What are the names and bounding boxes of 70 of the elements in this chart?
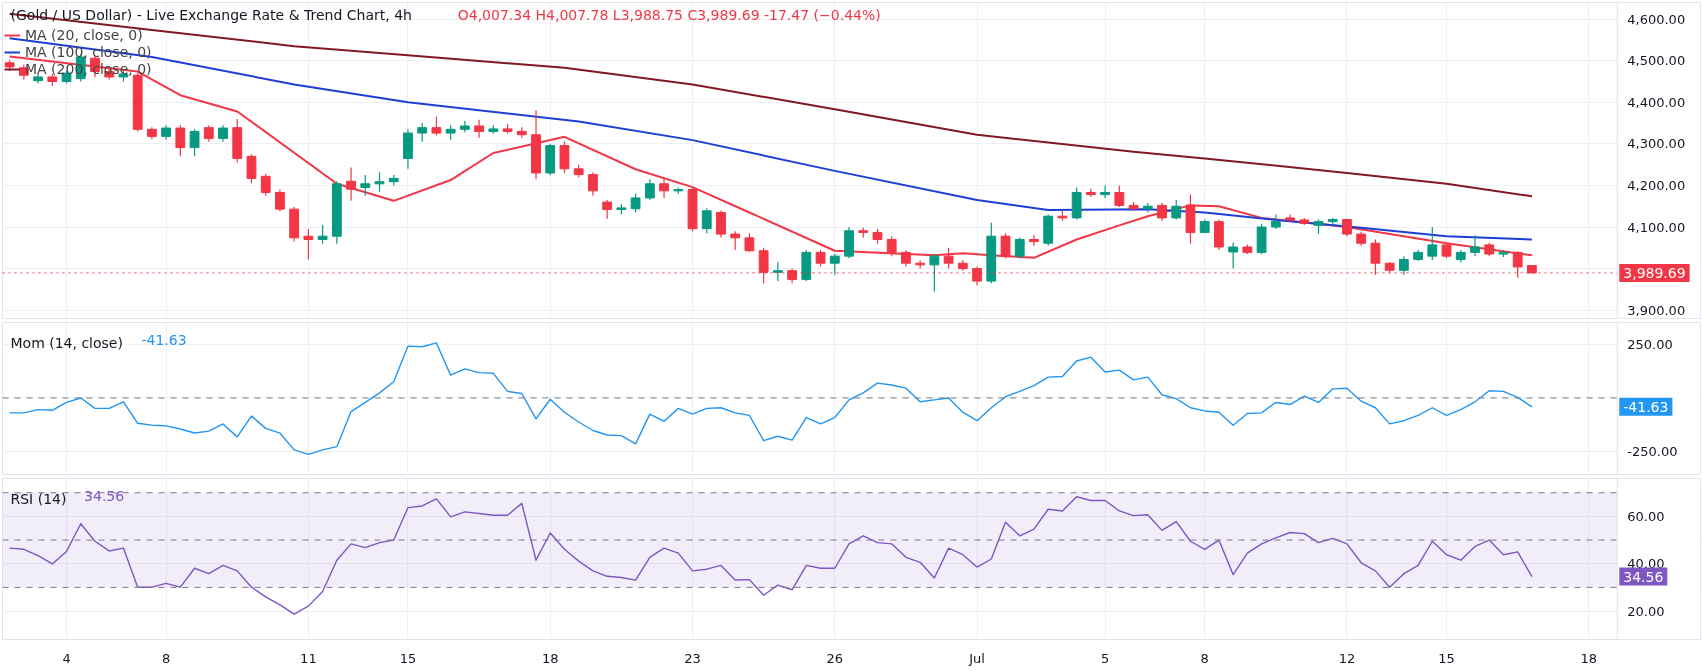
x-tick-label: 12 (1338, 650, 1356, 666)
candlestick (730, 230, 741, 251)
x-tick-label: 4 (62, 650, 71, 666)
candlestick (915, 259, 926, 270)
x-tick-label: 15 (399, 650, 417, 666)
x-tick-label: 18 (541, 650, 559, 666)
candlestick (716, 209, 726, 239)
y-tick-label: 4,500.00 (1627, 53, 1686, 69)
candlestick (260, 173, 271, 197)
candlestick (1014, 236, 1025, 259)
x-tick-label: 23 (684, 650, 701, 666)
candlestick (644, 178, 655, 201)
y-tick-label: 20.00 (1627, 603, 1665, 619)
x-tick-label: Jul (968, 650, 985, 666)
candlestick (1100, 184, 1111, 199)
candlestick (829, 253, 840, 276)
candlestick (189, 128, 200, 157)
candlestick (744, 232, 755, 253)
candlestick (602, 199, 613, 220)
candlestick (431, 116, 442, 137)
y-tick-label: 4,100.00 (1627, 219, 1686, 235)
candlestick (175, 124, 186, 157)
candlestick (417, 122, 428, 143)
candlestick (1228, 242, 1239, 270)
candlestick (1114, 184, 1125, 208)
candlestick (659, 178, 669, 199)
candlestick (1029, 234, 1039, 247)
candlestick (1171, 199, 1182, 221)
candlestick (1085, 188, 1096, 198)
annotation: O4,007.34 H4,007.78 L3,988.75 C3,989.69 -17.47 (−0.44%) (457, 6, 881, 23)
candlestick (246, 153, 257, 184)
y-tick-label: 4,300.00 (1627, 136, 1686, 152)
candlestick (630, 193, 641, 214)
candlestick (346, 166, 356, 202)
y-tick-label: 250.00 (1627, 337, 1673, 353)
candlestick (1427, 226, 1438, 261)
series-label: RSI (14) (10, 490, 67, 507)
y-tick-label: 4,600.00 (1627, 11, 1686, 27)
candlestick (317, 224, 328, 245)
candlestick (474, 119, 485, 139)
x-tick-label: 18 (1580, 650, 1598, 666)
y-tick-label: 4,200.00 (1627, 177, 1686, 193)
x-tick-label: 11 (300, 650, 317, 666)
candlestick (374, 171, 385, 193)
x-tick-label: 5 (1100, 650, 1110, 666)
x-tick-label: 8 (1200, 650, 1209, 666)
x-tick-label: 15 (1438, 650, 1455, 666)
y-tick-label: 3,900.00 (1627, 302, 1686, 318)
candlestick (1398, 255, 1409, 276)
candlestick (588, 171, 598, 197)
y-tick-label: 60.00 (1627, 508, 1665, 524)
candlestick (303, 228, 314, 261)
legend-label: MA (20, close, 0) (25, 26, 143, 43)
candlestick (701, 207, 712, 234)
candlestick (459, 120, 470, 133)
y-tick-label: 4,400.00 (1627, 94, 1686, 110)
y-tick-label: -250.00 (1627, 443, 1678, 459)
annotation: -41.63 (141, 331, 187, 348)
x-tick-label: 26 (826, 650, 844, 666)
candlestick (275, 189, 285, 212)
candlestick (360, 174, 371, 197)
text: -41.63 (1623, 398, 1669, 415)
ref-line-label: 3,989.69 (1623, 264, 1686, 281)
candlestick (559, 141, 570, 174)
candlestick (1470, 234, 1480, 257)
candlestick (929, 253, 940, 293)
x-tick-label: 8 (161, 650, 171, 666)
text: Mom (14, close) (10, 334, 123, 351)
annotation: 34.56 (84, 487, 125, 504)
candlestick (772, 261, 783, 282)
